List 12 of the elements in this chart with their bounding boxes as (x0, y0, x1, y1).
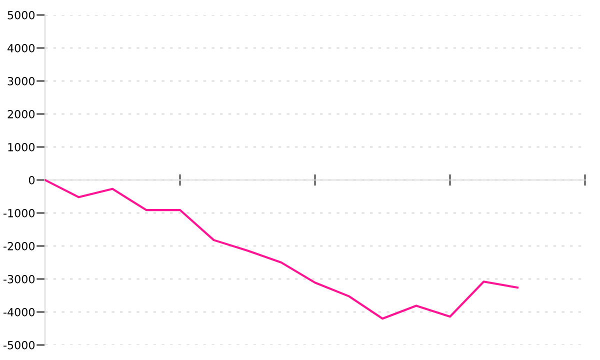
y-tick-label: -3000 (4, 274, 35, 284)
y-tick-label: 4000 (8, 44, 35, 52)
y-tick-label: -2000 (4, 242, 35, 250)
y-tick-label: 5000 (8, 10, 35, 20)
line-series (45, 178, 519, 320)
y-tick-label: 1000 (8, 142, 35, 152)
y-tick-label: 2000 (8, 110, 35, 118)
y-tick-label: 3000 (8, 76, 35, 86)
y-tick-label: -5000 (4, 340, 35, 350)
y-tick-label: -1000 (4, 208, 35, 218)
y-tick-label: 0 (28, 176, 35, 184)
y-tick-label: -4000 (4, 308, 35, 316)
